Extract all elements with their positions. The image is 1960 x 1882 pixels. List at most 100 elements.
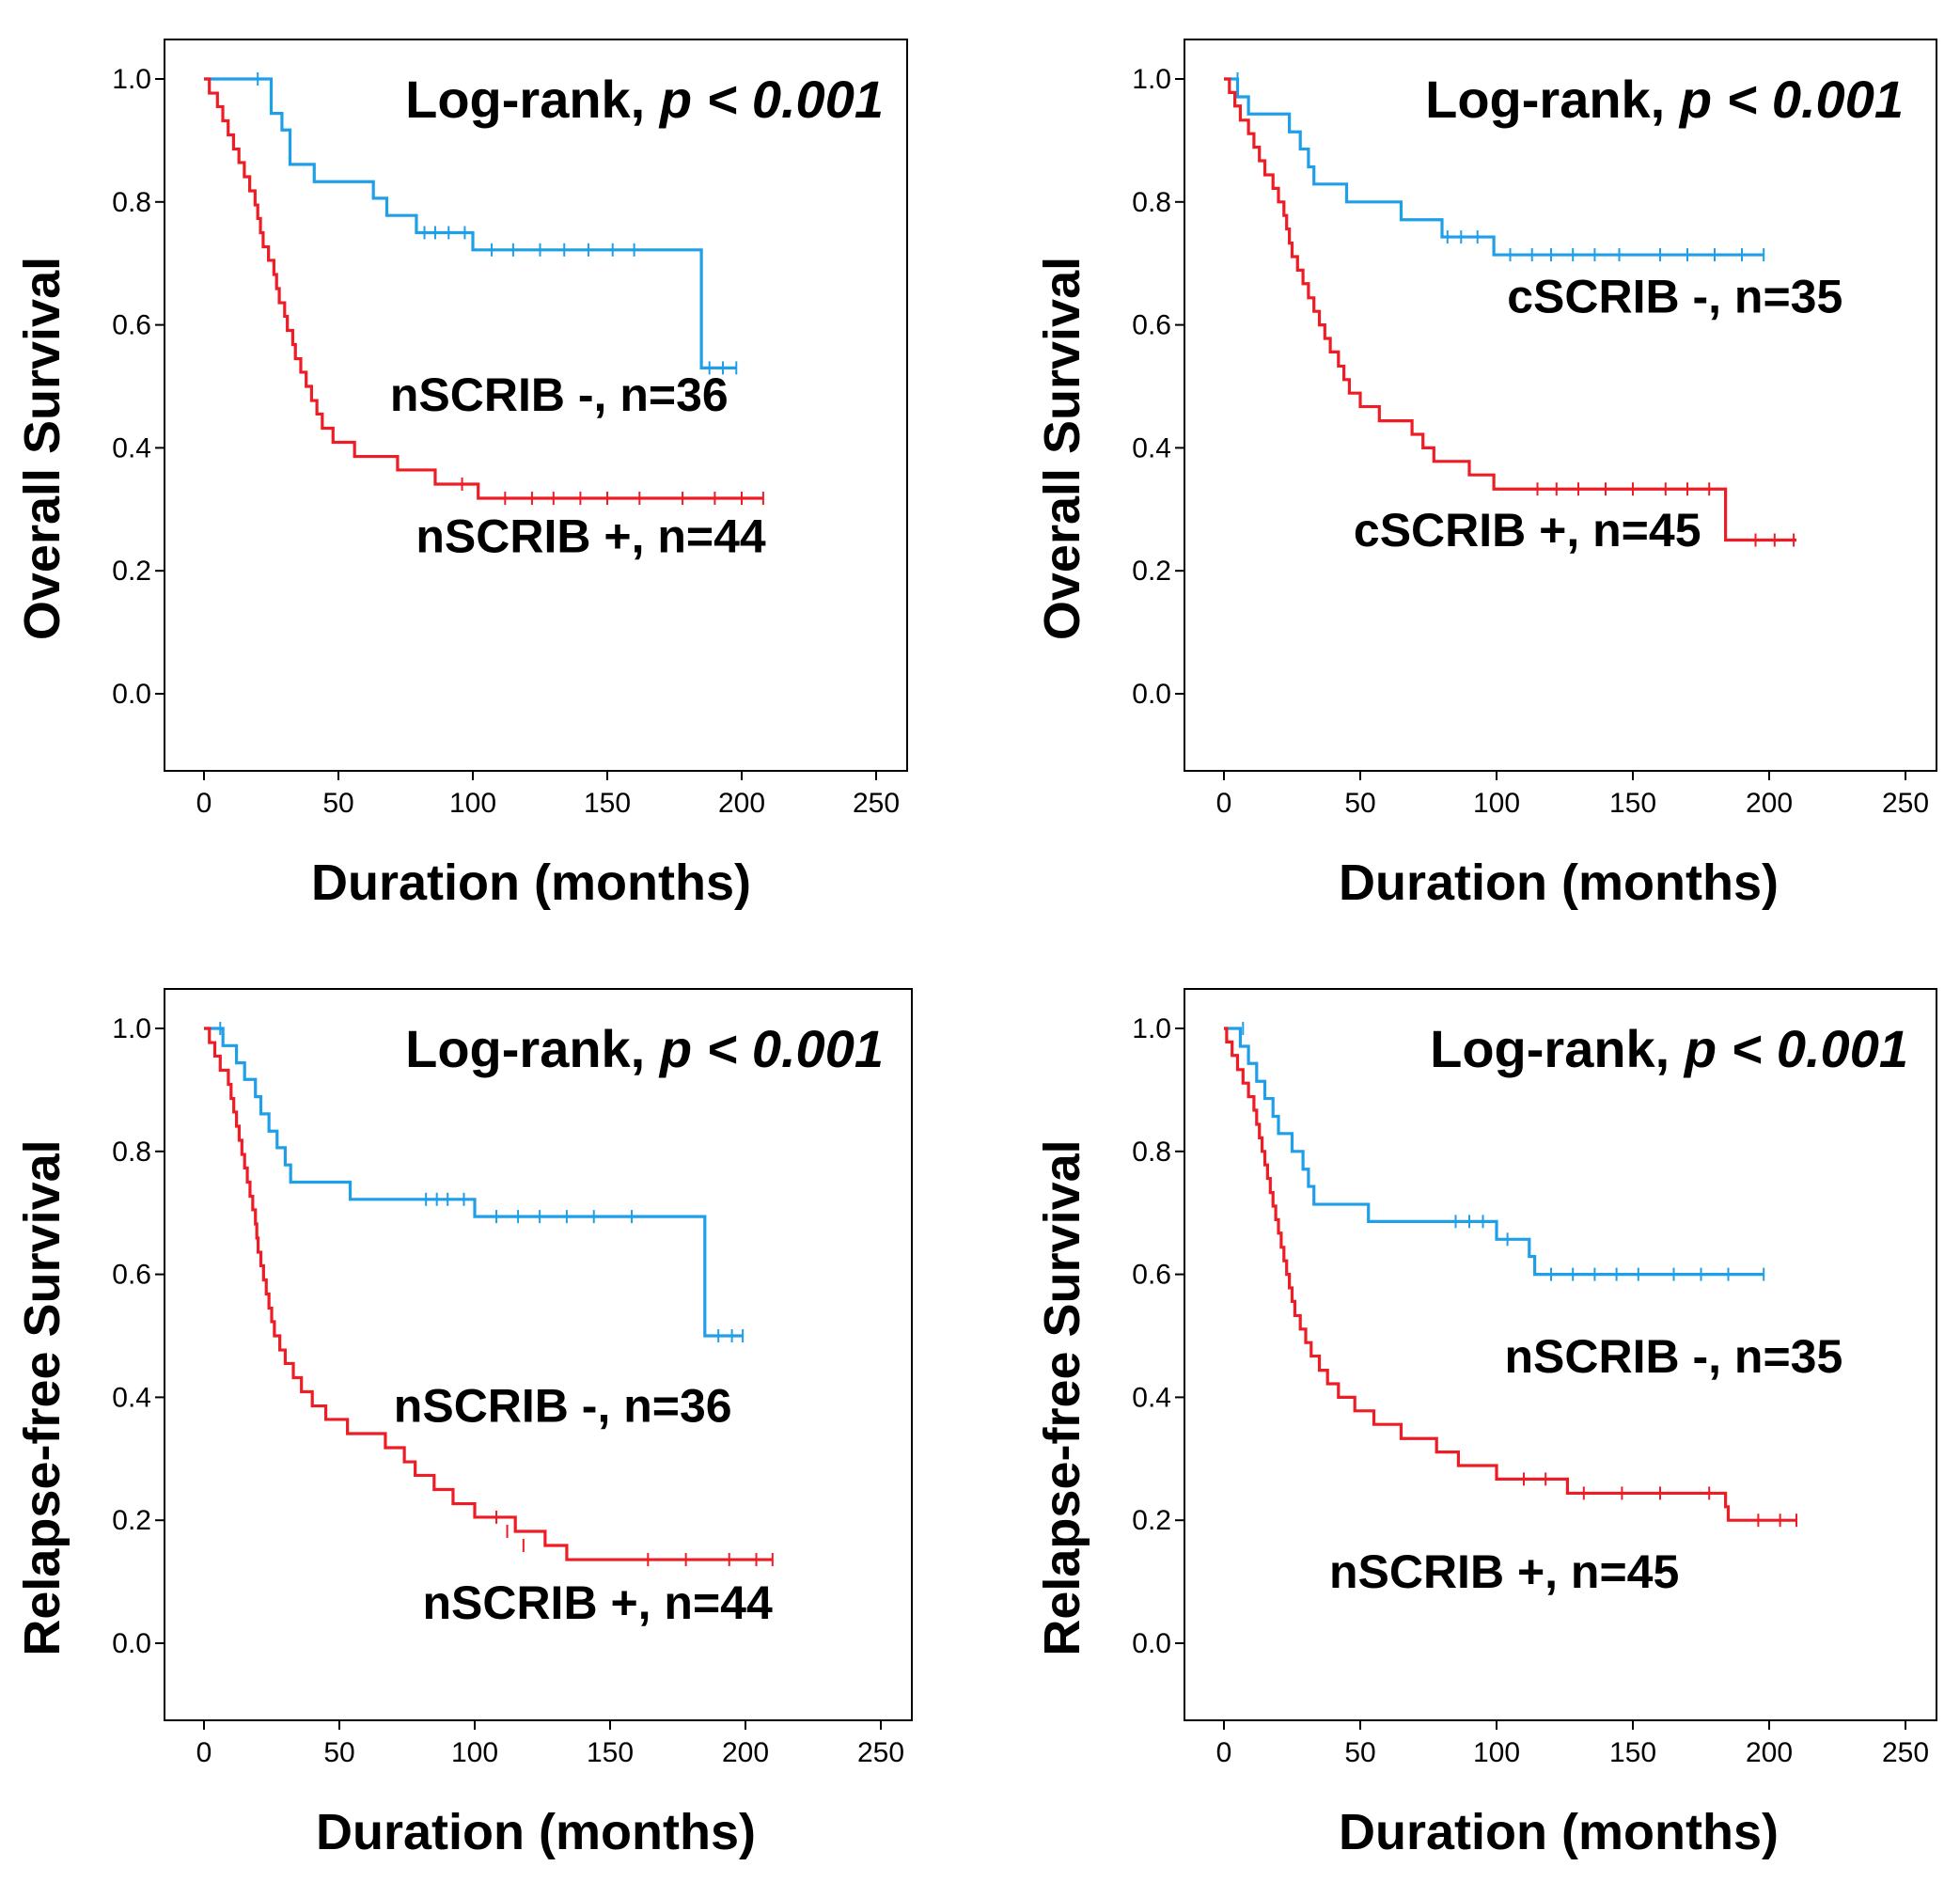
- log-rank-prefix: Log-rank,: [1430, 1019, 1670, 1078]
- y-tick-label: 0.8: [1132, 1137, 1171, 1168]
- y-tick-label: 0.6: [1132, 1260, 1171, 1291]
- km-panel: 0.0 0.2 0.4 0.6 0.8 1.0 0 50 100 150 200 250 Log-r…: [14, 988, 913, 1860]
- p-symbol: p: [658, 1019, 692, 1078]
- plot-frame: [164, 988, 913, 1721]
- y-tick-label: 0.4: [112, 432, 151, 463]
- log-rank-prefix: Log-rank,: [405, 70, 645, 129]
- x-tick-label: 100: [449, 788, 496, 819]
- survival-curve-negative: [204, 1027, 744, 1338]
- y-tick-label: 0.2: [112, 1505, 151, 1536]
- y-tick-label: 0.4: [1132, 432, 1171, 463]
- y-axis-title: Relapse-free Survival: [14, 1139, 71, 1655]
- survival-curve-positive: [1224, 77, 1796, 542]
- x-tick-label: 250: [1882, 1737, 1929, 1768]
- survival-curve-negative: [1224, 1027, 1764, 1277]
- y-tick-label: 0.2: [112, 556, 151, 587]
- survival-curve-positive: [204, 77, 763, 500]
- p-symbol: p: [1683, 1019, 1717, 1078]
- log-rank-annotation: Log-rank, p < 0.001: [405, 1019, 884, 1078]
- x-tick-label: 0: [196, 1737, 212, 1768]
- x-tick-label: 0: [1216, 788, 1232, 819]
- y-tick-label: 0.8: [112, 187, 151, 218]
- x-tick-label: 200: [1746, 788, 1793, 819]
- y-axis-title: Overall Survival: [1034, 257, 1090, 640]
- x-tick-label: 0: [196, 788, 212, 819]
- x-tick-label: 100: [1473, 1737, 1520, 1768]
- x-tick-label: 50: [1344, 1737, 1375, 1768]
- series-label-negative: nSCRIB -, n=36: [390, 369, 729, 421]
- y-axis: 0.0 0.2 0.4 0.6 0.8 1.0: [1132, 1013, 1184, 1659]
- x-tick-label: 150: [584, 788, 631, 819]
- y-tick-label: 0.0: [112, 1628, 151, 1659]
- plot-frame: [164, 39, 908, 772]
- survival-curve-negative: [1224, 77, 1764, 257]
- y-tick-label: 0.8: [1132, 187, 1171, 218]
- y-tick-label: 0.8: [112, 1137, 151, 1168]
- x-tick-label: 50: [323, 1737, 354, 1768]
- curves: [1224, 72, 1796, 547]
- x-tick-label: 150: [1609, 1737, 1656, 1768]
- p-symbol: p: [658, 70, 692, 129]
- x-axis-title: Duration (months): [1339, 855, 1779, 911]
- y-tick-label: 1.0: [1132, 1013, 1171, 1044]
- survival-curve-positive: [1224, 1027, 1796, 1522]
- y-tick-label: 0.0: [1132, 1628, 1171, 1659]
- y-tick-label: 0.4: [112, 1382, 151, 1413]
- log-rank-prefix: Log-rank,: [1425, 70, 1665, 129]
- x-tick-label: 200: [1746, 1737, 1793, 1768]
- y-axis-title: Overall Survival: [14, 257, 71, 640]
- y-tick-label: 1.0: [112, 1013, 151, 1044]
- x-tick-label: 250: [857, 1737, 904, 1768]
- y-tick-label: 0.6: [112, 310, 151, 341]
- y-axis: 0.0 0.2 0.4 0.6 0.8 1.0: [1132, 64, 1184, 710]
- x-axis-title: Duration (months): [311, 855, 751, 911]
- x-axis: 0 50 100 150 200 250: [1216, 1720, 1929, 1768]
- x-axis: 0 50 100 150 200 250: [196, 771, 900, 819]
- x-tick-label: 250: [1882, 788, 1929, 819]
- plot-frame: [1184, 988, 1937, 1721]
- x-tick-label: 50: [1344, 788, 1375, 819]
- km-panel: 0.0 0.2 0.4 0.6 0.8 1.0 0 50 100 150 200 250 Log-r…: [1034, 39, 1937, 911]
- p-symbol: p: [1678, 70, 1712, 129]
- x-tick-label: 50: [322, 788, 353, 819]
- x-axis: 0 50 100 150 200 250: [196, 1720, 904, 1768]
- survival-curve-positive: [204, 1027, 773, 1561]
- series-label-negative: cSCRIB -, n=35: [1507, 271, 1842, 323]
- y-tick-label: 0.2: [1132, 1505, 1171, 1536]
- x-tick-label: 150: [1609, 788, 1656, 819]
- curves: [1224, 1022, 1797, 1528]
- p-value: < 0.001: [1732, 1019, 1908, 1078]
- log-rank-annotation: Log-rank, p < 0.001: [1425, 70, 1904, 129]
- x-tick-label: 0: [1216, 1737, 1232, 1768]
- y-tick-label: 0.4: [1132, 1382, 1171, 1413]
- y-axis-title: Relapse-free Survival: [1034, 1139, 1090, 1655]
- x-axis-title: Duration (months): [1339, 1804, 1779, 1860]
- x-tick-label: 100: [451, 1737, 498, 1768]
- y-tick-label: 1.0: [112, 64, 151, 95]
- log-rank-prefix: Log-rank,: [405, 1019, 645, 1078]
- x-tick-label: 100: [1473, 788, 1520, 819]
- series-label-positive: cSCRIB +, n=45: [1354, 504, 1701, 557]
- p-value: < 0.001: [707, 70, 884, 129]
- x-axis: 0 50 100 150 200 250: [1216, 771, 1929, 819]
- series-label-positive: nSCRIB +, n=45: [1329, 1545, 1679, 1598]
- series-label-positive: nSCRIB +, n=44: [422, 1576, 773, 1629]
- y-axis: 0.0 0.2 0.4 0.6 0.8 1.0: [112, 64, 165, 710]
- x-tick-label: 200: [722, 1737, 769, 1768]
- y-tick-label: 1.0: [1132, 64, 1171, 95]
- series-label-positive: nSCRIB +, n=44: [416, 510, 766, 563]
- km-panel: 0.0 0.2 0.4 0.6 0.8 1.0 0 50 100 150 200 250 Log-r…: [1034, 988, 1937, 1860]
- curves: [204, 72, 764, 506]
- series-label-negative: nSCRIB -, n=35: [1505, 1330, 1843, 1383]
- x-axis-title: Duration (months): [316, 1804, 756, 1860]
- survival-curve-negative: [204, 77, 737, 369]
- y-axis: 0.0 0.2 0.4 0.6 0.8 1.0: [112, 1013, 165, 1659]
- y-tick-label: 0.2: [1132, 556, 1171, 587]
- p-value: < 0.001: [1727, 70, 1904, 129]
- series-label-negative: nSCRIB -, n=36: [394, 1380, 732, 1433]
- km-panel: 0.0 0.2 0.4 0.6 0.8 1.0 0 50 100 150 200 250 Log-r…: [14, 39, 908, 911]
- curves: [204, 1022, 774, 1567]
- y-tick-label: 0.0: [112, 679, 151, 710]
- log-rank-annotation: Log-rank, p < 0.001: [405, 70, 884, 129]
- p-value: < 0.001: [707, 1019, 884, 1078]
